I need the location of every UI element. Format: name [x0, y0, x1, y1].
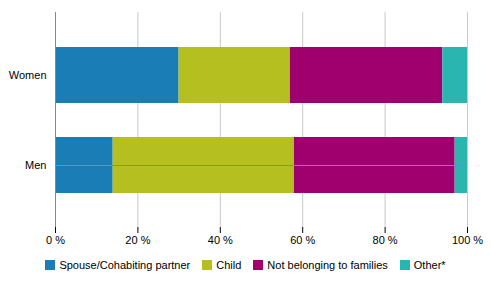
svg-text:100 %: 100 %	[452, 234, 483, 246]
html-text:Child: Child	[216, 259, 242, 271]
svg-text:Women: Women	[9, 69, 47, 81]
svg-text:60 %: 60 %	[290, 234, 315, 246]
svg-text:20 %: 20 %	[125, 234, 150, 246]
html-text:Spouse/Cohabiting partner: Spouse/Cohabiting partner	[59, 259, 191, 271]
svg-text:Men: Men	[25, 159, 46, 171]
html-text:Not belonging to families: Not belonging to families	[267, 259, 388, 271]
svg-text:80 %: 80 %	[373, 234, 398, 246]
svg-text:0 %: 0 %	[46, 234, 65, 246]
html-text:Other*: Other*	[413, 259, 446, 271]
svg-text:40 %: 40 %	[208, 234, 233, 246]
